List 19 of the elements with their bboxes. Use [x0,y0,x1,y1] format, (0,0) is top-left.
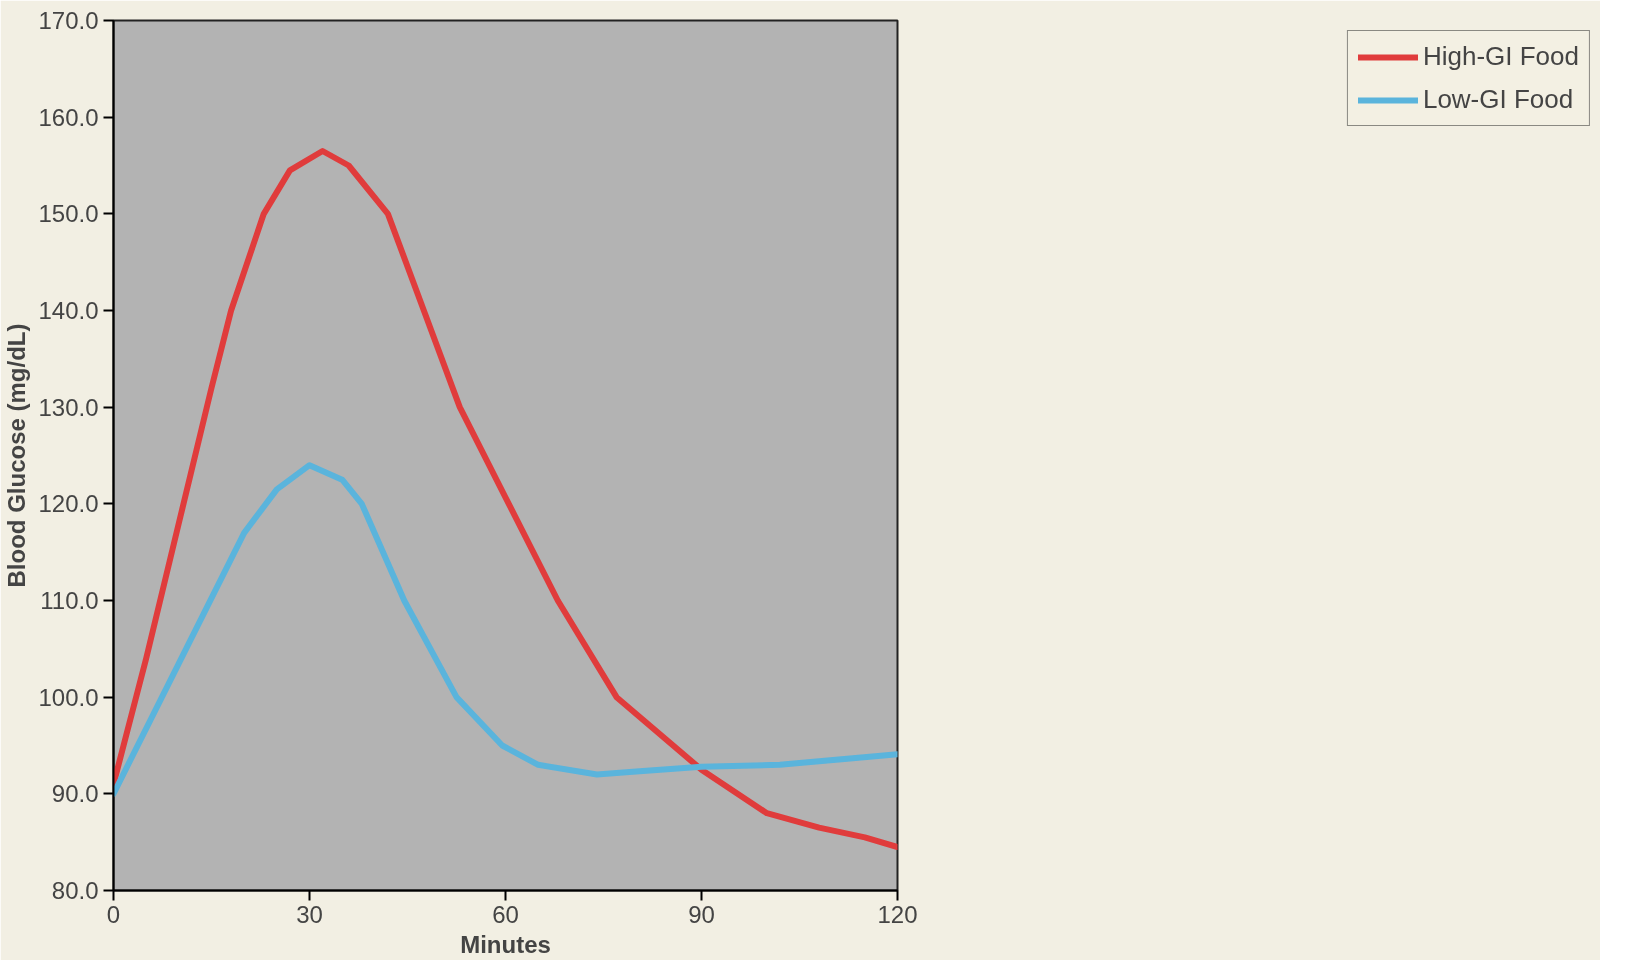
y-axis-title: Blood Glucose (mg/dL) [3,323,31,588]
x-tick-label: 90 [688,900,715,928]
legend-label: High-GI Food [1422,41,1579,72]
y-tick-label: 110.0 [40,587,99,614]
y-tick-label: 170.0 [38,7,99,34]
y-tick-label: 140.0 [38,297,99,324]
y-tick-label: 100.0 [38,683,99,711]
x-axis-title: Minutes [460,930,551,958]
y-tick-label: 130.0 [38,393,99,421]
y-tick-label: 150.0 [38,200,99,228]
y-tick-label: 120.0 [38,490,99,518]
x-tick-label: 120 [877,900,918,928]
x-tick-label: 60 [492,900,519,928]
y-tick-label: 90.0 [51,780,99,808]
x-tick-label: 30 [296,900,323,928]
x-tick-label: 0 [106,900,121,928]
legend-label: Low-GI Food [1422,84,1574,115]
y-tick-label: 160.0 [38,103,99,131]
y-tick-label: 80.0 [51,877,99,904]
